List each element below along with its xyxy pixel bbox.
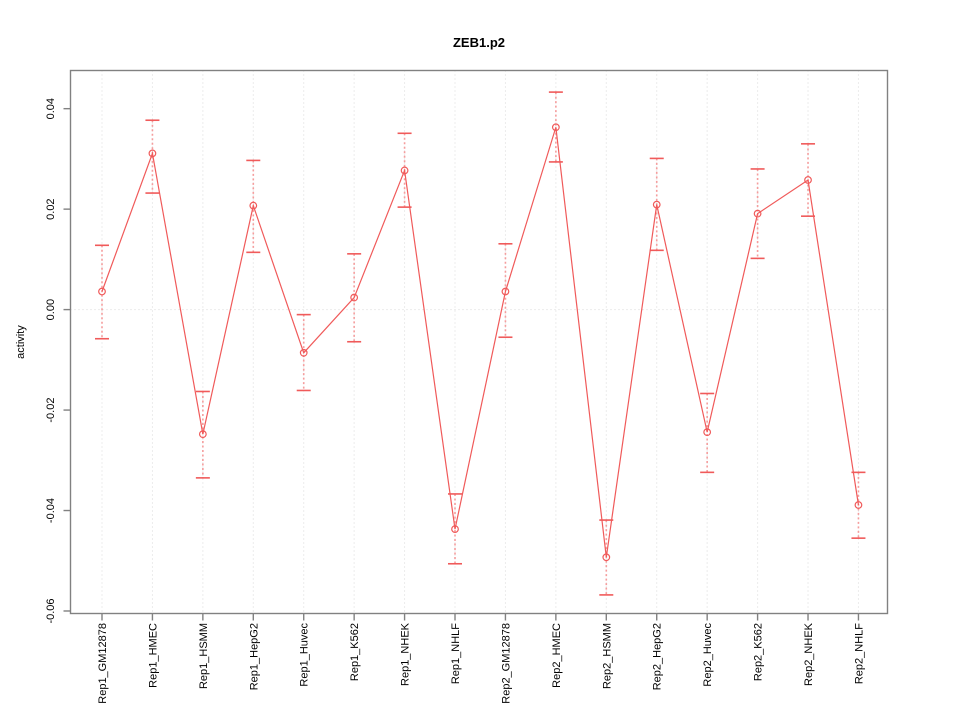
x-tick-label: Rep2_NHEK <box>803 622 815 686</box>
series-layer <box>98 123 863 562</box>
data-point <box>299 348 308 357</box>
error-bar <box>750 168 765 260</box>
y-axis-label: activity <box>15 325 27 359</box>
x-tick-label: Rep2_NHLF <box>853 623 865 684</box>
x-tick-label: Rep1_GM12878 <box>97 623 109 704</box>
chart-title: ZEB1.p2 <box>453 35 505 50</box>
series-line <box>101 127 860 558</box>
data-point <box>501 287 510 296</box>
y-tick-label: 0.00 <box>45 299 57 320</box>
x-tick-label: Rep1_HMEC <box>147 623 159 688</box>
x-tick-label: Rep2_GM12878 <box>500 623 512 704</box>
grid-layer <box>70 70 888 614</box>
y-tick-label: -0.04 <box>45 498 57 523</box>
y-tick-label: -0.02 <box>45 398 57 423</box>
x-tick-label: Rep2_HepG2 <box>652 623 664 690</box>
y-tick-label: 0.04 <box>45 98 57 119</box>
data-point <box>804 176 812 184</box>
x-tick-label: Rep1_K562 <box>349 623 361 681</box>
error-bars-layer <box>95 91 866 596</box>
error-bar <box>700 392 715 474</box>
x-tick-label: Rep2_HMEC <box>551 623 563 688</box>
tick-labels-layer: 0.04 0.02 0.00 -0.02 -0.04 -0.06 Rep1_GM12878 R… <box>45 98 865 704</box>
x-tick-label: Rep1_NHLF <box>450 623 462 684</box>
x-tick-label: Rep2_Huvec <box>702 623 714 687</box>
data-point <box>98 287 106 296</box>
error-bar <box>649 157 664 252</box>
data-point <box>451 525 459 534</box>
data-point <box>753 209 762 218</box>
error-bar <box>851 471 866 539</box>
error-bar <box>195 390 210 479</box>
x-tick-label: Rep1_HepG2 <box>248 623 260 690</box>
data-point <box>148 149 157 158</box>
data-point <box>249 201 258 210</box>
plot-box <box>69 69 889 615</box>
data-point <box>551 123 560 132</box>
data-point <box>400 166 409 175</box>
x-tick-label: Rep1_NHEK <box>400 622 412 686</box>
axes-layer <box>63 69 889 621</box>
y-tick-label: 0.02 <box>45 198 57 219</box>
x-tick-label: Rep2_HSMM <box>601 623 613 689</box>
data-point <box>652 200 661 209</box>
data-point <box>198 430 207 439</box>
error-bar <box>347 253 362 343</box>
data-point <box>350 293 359 302</box>
data-point <box>602 553 611 562</box>
data-point <box>854 501 863 509</box>
data-point <box>703 428 712 437</box>
x-tick-label: Rep1_HSMM <box>198 623 210 689</box>
x-tick-label: Rep1_Huvec <box>299 623 311 687</box>
y-tick-label: -0.06 <box>45 598 57 623</box>
error-bar <box>95 244 109 340</box>
x-tick-label: Rep2_K562 <box>753 623 765 681</box>
